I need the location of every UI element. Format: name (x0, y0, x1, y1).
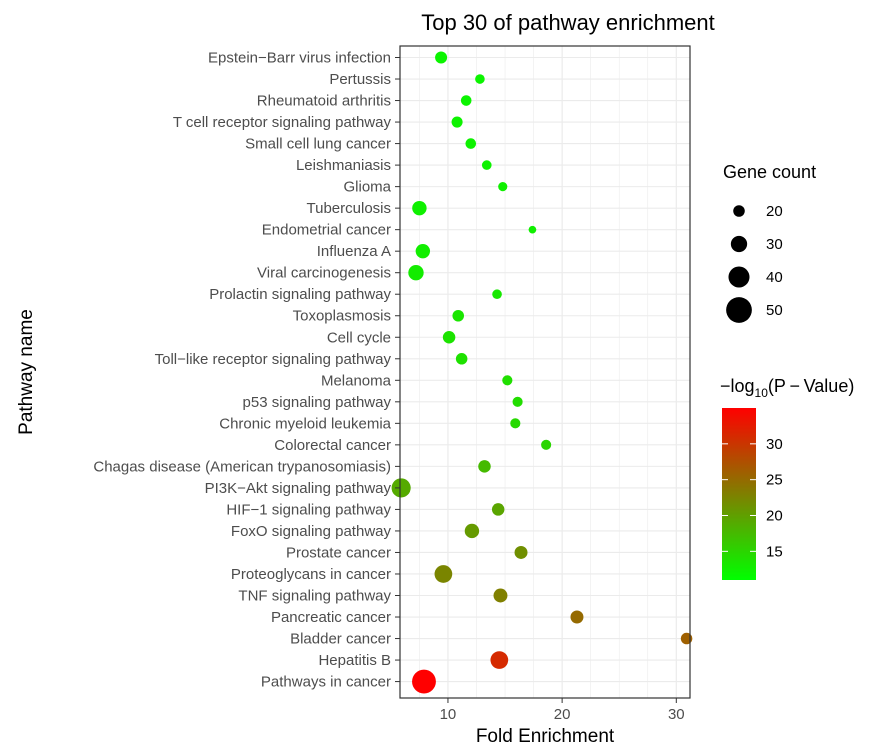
category-label: Rheumatoid arthritis (257, 93, 391, 110)
x-tick-label: 30 (668, 706, 685, 723)
data-point (512, 396, 523, 407)
data-point (481, 160, 492, 170)
color-bar (722, 408, 756, 580)
color-legend-label: 25 (766, 472, 783, 489)
category-label: HIF−1 signaling pathway (226, 501, 391, 518)
category-label: p53 signaling pathway (243, 394, 392, 411)
size-legend-dot (733, 205, 745, 217)
category-label: Tuberculosis (307, 200, 391, 217)
color-legend-title-prefix: −log (720, 376, 755, 396)
data-point (680, 632, 693, 645)
data-point (451, 116, 463, 128)
category-label: Bladder cancer (290, 631, 391, 648)
category-label: Melanoma (321, 372, 392, 389)
category-label: Epstein−Barr virus infection (208, 50, 391, 67)
category-label: Proteoglycans in cancer (231, 566, 391, 583)
color-legend-label: 20 (766, 508, 783, 525)
category-label: Pertussis (329, 71, 391, 88)
size-legend-label: 20 (766, 203, 783, 220)
x-axis-title: Fold Enrichment (476, 726, 615, 747)
data-point (435, 51, 448, 64)
color-legend-title: −log10(P − Value) (720, 376, 854, 400)
data-point (492, 289, 502, 300)
size-legend: 20 30 40 50 (726, 203, 783, 323)
data-point (498, 182, 508, 192)
category-label: Endometrial cancer (262, 222, 391, 239)
category-label: Small cell lung cancer (245, 136, 391, 153)
y-axis-title: Pathway name (16, 309, 37, 435)
data-point (408, 265, 424, 281)
category-label: FoxO signaling pathway (231, 523, 392, 540)
category-label: Chronic myeloid leukemia (219, 415, 391, 432)
data-point (514, 545, 528, 559)
category-label: Hepatitis B (318, 652, 391, 669)
data-point (465, 138, 477, 149)
color-legend-title-suffix: (P − Value) (768, 376, 854, 396)
data-point (434, 565, 453, 583)
data-point (412, 200, 427, 216)
data-point (391, 478, 411, 498)
x-axis-ticks: 10 20 30 (440, 698, 685, 723)
data-point (452, 309, 464, 322)
data-point (478, 460, 491, 473)
x-tick-label: 10 (440, 706, 457, 723)
color-legend-title-subscript: 10 (755, 386, 769, 400)
category-label: Prostate cancer (286, 544, 391, 561)
data-point (570, 610, 584, 624)
category-label: Influenza A (317, 243, 391, 260)
data-point (455, 353, 468, 365)
data-point (510, 418, 521, 429)
category-label: T cell receptor signaling pathway (173, 114, 392, 131)
size-legend-label: 50 (766, 302, 783, 319)
category-label: Glioma (343, 179, 391, 196)
x-tick-label: 20 (554, 706, 571, 723)
size-legend-dot (728, 266, 750, 288)
data-point (493, 588, 508, 603)
data-point (490, 651, 509, 669)
data-point (475, 74, 485, 84)
data-point (541, 439, 552, 450)
category-label: TNF signaling pathway (238, 588, 391, 605)
size-legend-label: 40 (766, 269, 783, 286)
data-point (491, 503, 505, 516)
category-label: Leishmaniasis (296, 157, 391, 174)
plot-border (399, 45, 691, 699)
data-point (460, 95, 472, 106)
y-axis-categories: Epstein−Barr virus infection Pertussis Rhe… (93, 50, 400, 691)
category-label: Viral carcinogenesis (257, 265, 391, 282)
data-points (391, 51, 693, 694)
data-point (412, 669, 436, 694)
category-label: Pathways in cancer (261, 674, 391, 691)
color-legend-label: 15 (766, 543, 783, 560)
category-label: Prolactin signaling pathway (209, 286, 391, 303)
category-label: PI3K−Akt signaling pathway (205, 480, 392, 497)
category-label: Cell cycle (327, 329, 391, 346)
color-legend-label: 30 (766, 436, 783, 453)
category-label: Chagas disease (American trypanosomiasis… (93, 458, 391, 475)
data-point (502, 375, 513, 386)
data-point (415, 243, 431, 259)
size-legend-dot (726, 297, 752, 323)
category-label: Colorectal cancer (274, 437, 391, 454)
size-legend-label: 30 (766, 236, 783, 253)
grid (400, 46, 690, 698)
data-point (528, 225, 537, 234)
category-label: Toxoplasmosis (293, 308, 391, 325)
chart-title: Top 30 of pathway enrichment (421, 10, 715, 35)
category-label: Pancreatic cancer (271, 609, 391, 626)
data-point (464, 523, 480, 539)
category-label: Toll−like receptor signaling pathway (155, 351, 392, 368)
size-legend-title: Gene count (723, 162, 816, 182)
data-point (442, 331, 456, 344)
color-legend-ticks: 15 20 25 30 (722, 436, 783, 560)
size-legend-dot (730, 235, 748, 253)
